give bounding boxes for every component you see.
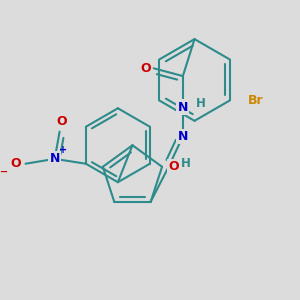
Text: O: O [141, 62, 151, 75]
Text: O: O [56, 116, 67, 128]
Text: O: O [168, 160, 179, 173]
Text: H: H [181, 157, 191, 170]
Text: Br: Br [248, 94, 263, 107]
Text: N: N [50, 152, 60, 165]
Text: N: N [178, 130, 188, 143]
Text: −: − [0, 167, 8, 176]
Text: H: H [195, 97, 205, 110]
Text: N: N [178, 101, 188, 114]
Text: +: + [59, 145, 68, 155]
Text: O: O [11, 157, 21, 170]
